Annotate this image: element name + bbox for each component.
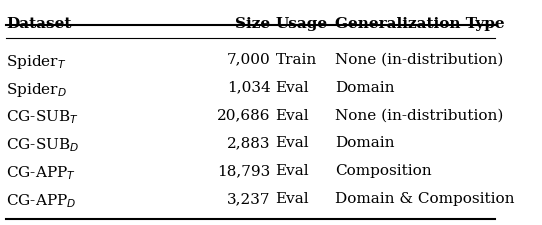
Text: Composition: Composition [335, 164, 432, 178]
Text: 3,237: 3,237 [227, 191, 270, 205]
Text: Eval: Eval [275, 136, 309, 150]
Text: Spider$_D$: Spider$_D$ [7, 80, 67, 98]
Text: Train: Train [275, 52, 317, 66]
Text: Usage: Usage [275, 17, 327, 31]
Text: Domain & Composition: Domain & Composition [335, 191, 515, 205]
Text: 20,686: 20,686 [217, 108, 270, 122]
Text: Size: Size [235, 17, 270, 31]
Text: 1,034: 1,034 [227, 80, 270, 94]
Text: CG-SUB$_T$: CG-SUB$_T$ [7, 108, 79, 126]
Text: Spider$_T$: Spider$_T$ [7, 52, 67, 70]
Text: None (in-distribution): None (in-distribution) [335, 52, 504, 66]
Text: Dataset: Dataset [7, 17, 72, 31]
Text: Eval: Eval [275, 164, 309, 178]
Text: Eval: Eval [275, 191, 309, 205]
Text: Domain: Domain [335, 80, 395, 94]
Text: CG-SUB$_D$: CG-SUB$_D$ [7, 136, 80, 153]
Text: CG-APP$_T$: CG-APP$_T$ [7, 164, 76, 181]
Text: CG-APP$_D$: CG-APP$_D$ [7, 191, 77, 209]
Text: Generalization Type: Generalization Type [335, 17, 505, 31]
Text: None (in-distribution): None (in-distribution) [335, 108, 504, 122]
Text: Eval: Eval [275, 80, 309, 94]
Text: Eval: Eval [275, 108, 309, 122]
Text: 7,000: 7,000 [227, 52, 270, 66]
Text: 18,793: 18,793 [217, 164, 270, 178]
Text: 2,883: 2,883 [227, 136, 270, 150]
Text: Domain: Domain [335, 136, 395, 150]
